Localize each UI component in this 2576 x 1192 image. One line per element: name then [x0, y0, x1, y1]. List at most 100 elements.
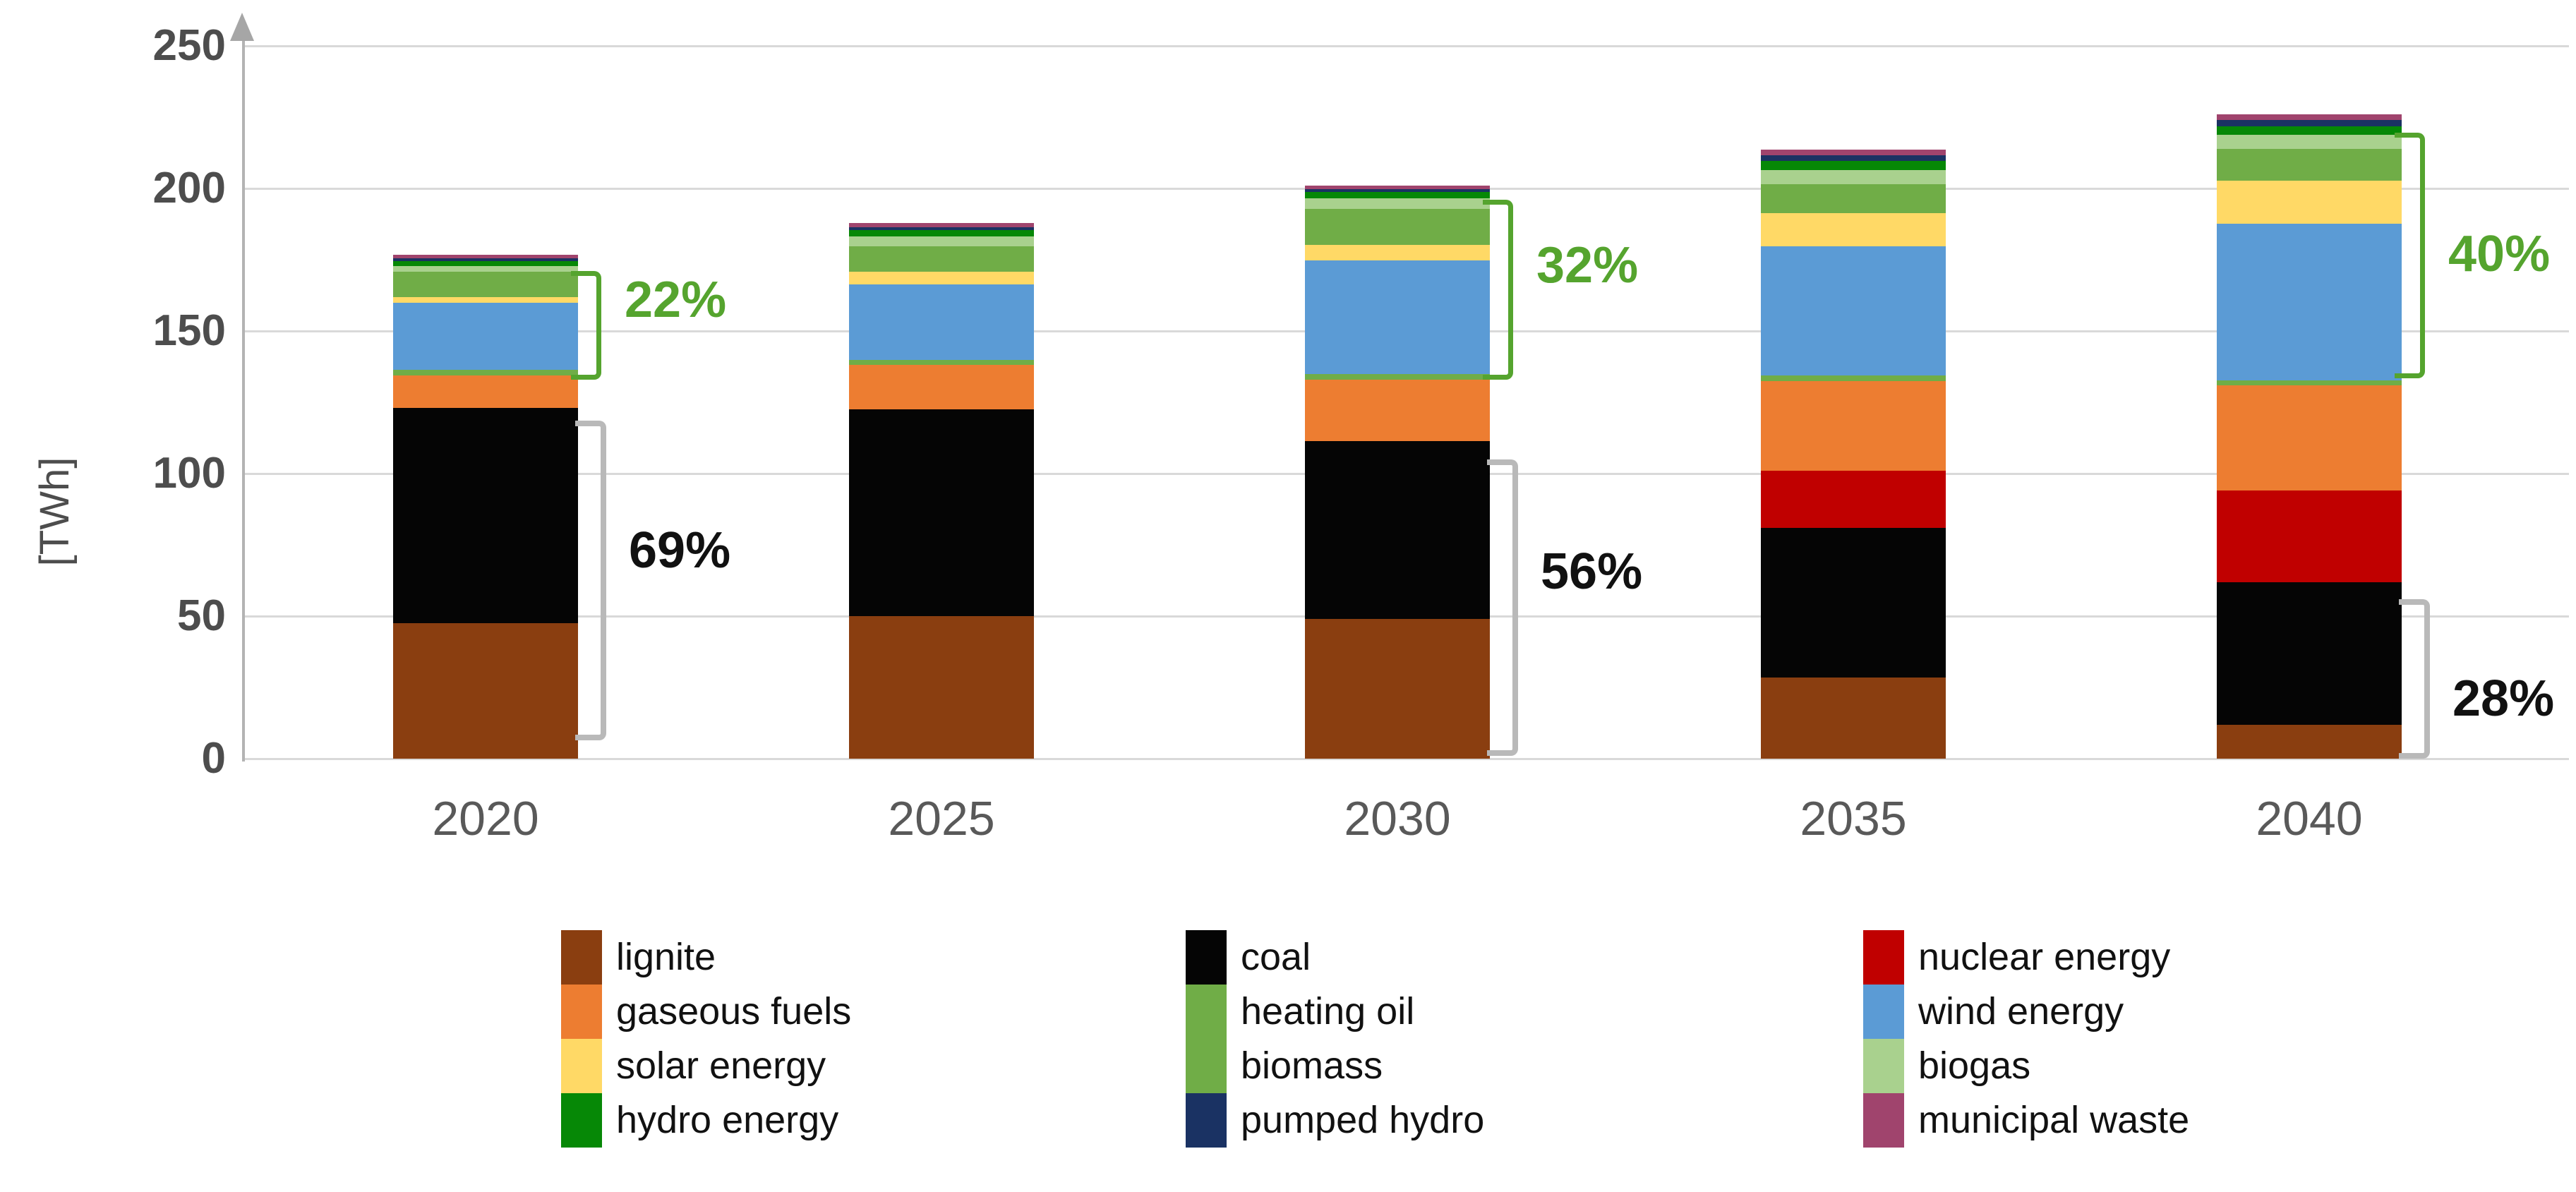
legend-label-pumped-hydro: pumped hydro — [1241, 1099, 1485, 1141]
bar-segment-solar-energy-2040 — [2217, 181, 2402, 224]
legend-swatch-solar-energy — [561, 1039, 602, 1093]
legend-label-biomass: biomass — [1241, 1044, 1383, 1087]
gridline-250 — [243, 45, 2569, 47]
bar-segment-heating-oil-2025 — [849, 360, 1034, 366]
bar-segment-heating-oil-2020 — [393, 370, 578, 375]
bar-segment-hydro-energy-2040 — [2217, 126, 2402, 135]
x-tick-2035: 2035 — [1800, 792, 1907, 845]
x-tick-2030: 2030 — [1344, 792, 1451, 845]
bar-segment-coal-2030 — [1305, 440, 1490, 620]
bar-segment-pumped-hydro-2035 — [1761, 155, 1946, 161]
bar-segment-biogas-2030 — [1305, 198, 1490, 209]
bar-segment-biomass-2030 — [1305, 208, 1490, 246]
bar-segment-biomass-2035 — [1761, 183, 1946, 214]
res-share-bracket-2020 — [571, 271, 601, 380]
bar-segment-lignite-2025 — [849, 616, 1034, 759]
x-tick-2025: 2025 — [888, 792, 995, 845]
fossil-share-bracket-2030 — [1487, 459, 1518, 756]
bar-segment-pumped-hydro-2040 — [2217, 119, 2402, 127]
legend-label-hydro-energy: hydro energy — [616, 1099, 839, 1141]
bar-segment-municipal-waste-2025 — [849, 223, 1034, 227]
bar-segment-hydro-energy-2030 — [1305, 192, 1490, 199]
bar-segment-gaseous-fuels-2020 — [393, 375, 578, 409]
bar-segment-heating-oil-2030 — [1305, 374, 1490, 380]
bar-segment-wind-energy-2020 — [393, 303, 578, 371]
fossil-share-bracket-2040 — [2399, 598, 2430, 759]
y-tick-250: 250 — [152, 21, 226, 70]
bar-segment-wind-energy-2025 — [849, 284, 1034, 361]
bar-segment-lignite-2020 — [393, 623, 578, 759]
legend-swatch-hydro-energy — [561, 1093, 602, 1148]
bar-segment-coal-2035 — [1761, 527, 1946, 678]
bar-segment-solar-energy-2025 — [849, 271, 1034, 285]
legend-label-biogas: biogas — [1918, 1044, 2031, 1087]
bar-segment-lignite-2030 — [1305, 619, 1490, 759]
bar-segment-biomass-2020 — [393, 271, 578, 298]
legend-swatch-heating-oil — [1186, 985, 1227, 1039]
bar-segment-gaseous-fuels-2040 — [2217, 385, 2402, 491]
legend-swatch-gaseous-fuels — [561, 985, 602, 1039]
legend-swatch-municipal-waste — [1863, 1093, 1904, 1148]
bar-segment-coal-2025 — [849, 409, 1034, 616]
legend-label-coal: coal — [1241, 936, 1311, 978]
x-tick-2020: 2020 — [432, 792, 539, 845]
bar-segment-solar-energy-2035 — [1761, 213, 1946, 246]
y-tick-100: 100 — [152, 449, 226, 498]
legend-swatch-biogas — [1863, 1039, 1904, 1093]
bar-segment-lignite-2040 — [2217, 724, 2402, 759]
y-tick-0: 0 — [201, 734, 226, 783]
bar-segment-pumped-hydro-2020 — [393, 258, 578, 261]
bar-segment-hydro-energy-2035 — [1761, 160, 1946, 171]
bar-segment-biomass-2025 — [849, 246, 1034, 272]
res-share-bracket-2040 — [2395, 133, 2425, 378]
bar-segment-biomass-2040 — [2217, 149, 2402, 181]
bar-segment-gaseous-fuels-2030 — [1305, 379, 1490, 441]
y-tick-200: 200 — [152, 164, 226, 212]
bar-segment-biogas-2035 — [1761, 170, 1946, 184]
gridline-0 — [243, 758, 2569, 760]
y-tick-50: 50 — [177, 591, 226, 640]
legend-label-lignite: lignite — [616, 936, 716, 978]
bar-segment-nuclear-energy-2035 — [1761, 470, 1946, 528]
bar-segment-gaseous-fuels-2025 — [849, 365, 1034, 410]
bar-segment-pumped-hydro-2030 — [1305, 189, 1490, 193]
y-axis-line — [242, 37, 245, 761]
legend-swatch-biomass — [1186, 1039, 1227, 1093]
fossil-share-label-2020: 69% — [629, 522, 731, 579]
bar-segment-wind-energy-2035 — [1761, 246, 1946, 376]
res-share-bracket-2030 — [1483, 200, 1513, 380]
legend-swatch-wind-energy — [1863, 985, 1904, 1039]
bar-segment-municipal-waste-2030 — [1305, 185, 1490, 190]
res-share-label-2020: 22% — [625, 271, 727, 328]
bar-segment-gaseous-fuels-2035 — [1761, 380, 1946, 471]
bar-segment-coal-2020 — [393, 408, 578, 624]
bar-segment-solar-energy-2020 — [393, 297, 578, 303]
bar-segment-wind-energy-2030 — [1305, 260, 1490, 375]
legend-swatch-coal — [1186, 930, 1227, 985]
legend-swatch-pumped-hydro — [1186, 1093, 1227, 1148]
bar-segment-municipal-waste-2035 — [1761, 149, 1946, 156]
legend-label-nuclear-energy: nuclear energy — [1918, 936, 2171, 978]
fossil-share-label-2030: 56% — [1541, 543, 1643, 601]
y-axis-arrow-icon — [230, 13, 254, 41]
bar-segment-hydro-energy-2025 — [849, 230, 1034, 237]
fossil-share-bracket-2020 — [575, 421, 606, 740]
legend-label-gaseous-fuels: gaseous fuels — [616, 990, 852, 1033]
legend-swatch-lignite — [561, 930, 602, 985]
bar-segment-biogas-2020 — [393, 266, 578, 272]
legend-label-wind-energy: wind energy — [1918, 990, 2124, 1033]
fossil-share-label-2040: 28% — [2452, 670, 2555, 728]
legend-swatch-nuclear-energy — [1863, 930, 1904, 985]
bar-segment-biogas-2025 — [849, 236, 1034, 246]
bar-segment-solar-energy-2030 — [1305, 245, 1490, 260]
legend-label-heating-oil: heating oil — [1241, 990, 1415, 1033]
bar-segment-municipal-waste-2020 — [393, 254, 578, 258]
bar-segment-pumped-hydro-2025 — [849, 227, 1034, 231]
y-tick-150: 150 — [152, 306, 226, 355]
bar-segment-biogas-2040 — [2217, 134, 2402, 150]
legend-label-municipal-waste: municipal waste — [1918, 1099, 2190, 1141]
res-share-label-2030: 32% — [1536, 237, 1639, 294]
bar-segment-wind-energy-2040 — [2217, 224, 2402, 381]
bar-segment-heating-oil-2035 — [1761, 375, 1946, 381]
